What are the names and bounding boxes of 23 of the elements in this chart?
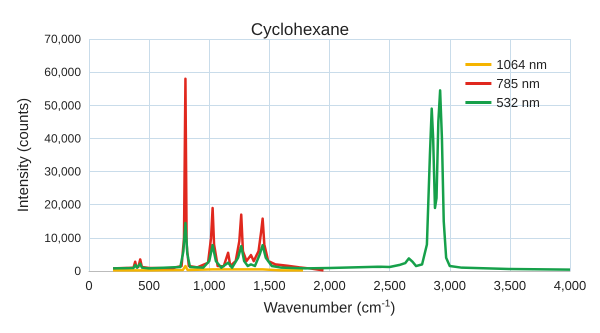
y-tick-label: 30,000: [44, 164, 82, 179]
legend-label: 532 nm: [496, 95, 540, 110]
x-tick-label: 2,500: [373, 278, 406, 293]
legend-label: 785 nm: [496, 76, 540, 91]
line-series: [112, 89, 572, 271]
y-tick-label: 70,000: [44, 32, 82, 46]
y-tick-label: 60,000: [44, 65, 82, 80]
chart-title: Cyclohexane: [250, 20, 350, 39]
y-tick-label: 10,000: [44, 230, 82, 245]
y-tick-label: 0: [74, 264, 82, 278]
legend-label: 1064 nm: [496, 57, 548, 72]
y-tick-label: 40,000: [44, 131, 82, 146]
y-tick-label: 50,000: [44, 98, 82, 112]
x-tick-label: 2,000: [313, 278, 346, 293]
y-tick-label: 20,000: [44, 198, 82, 212]
x-tick-label: 3,500: [494, 278, 526, 293]
x-tick-label: 0: [85, 278, 93, 293]
y-axis-title: Intensity (counts): [15, 98, 32, 212]
x-tick-label: 1,500: [253, 278, 286, 293]
x-tick-label: 1,000: [192, 278, 226, 293]
x-tick-label: 500: [138, 278, 160, 293]
x-tick-label: 4,000: [554, 278, 586, 293]
x-tick-label: 3,000: [433, 278, 466, 293]
